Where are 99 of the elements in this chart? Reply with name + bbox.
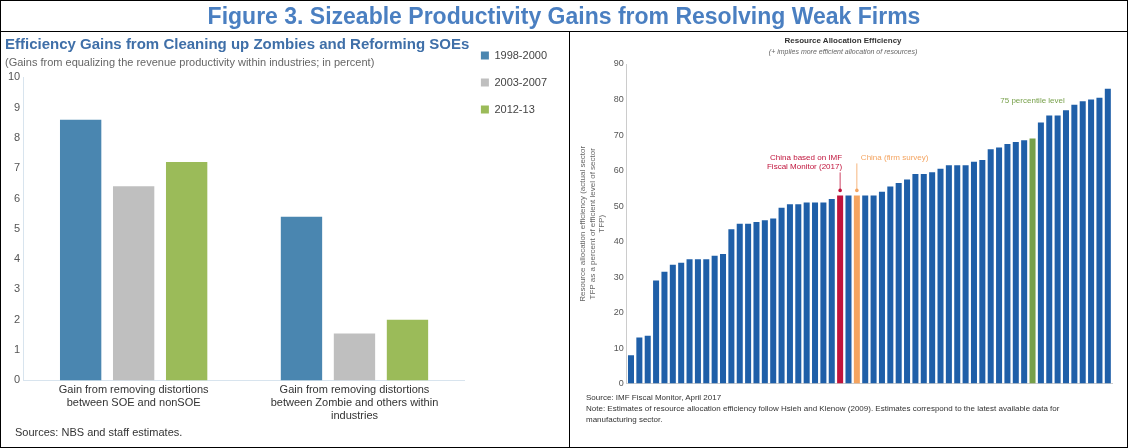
bar (720, 253, 727, 384)
y-axis-title: Resource allocation efficiency (actual sector TFP as a percent of efficient level of sector TFP) (578, 145, 607, 302)
annotation: China (firm survey) (860, 152, 929, 162)
bar (1021, 140, 1028, 384)
y-tick-label: 50 (613, 200, 624, 211)
bar (929, 172, 936, 384)
bar (1062, 110, 1069, 384)
annotation: 75 percentile level (1000, 95, 1065, 105)
bar (945, 165, 952, 384)
source-note: Source: IMF Fiscal Monitor, April 2017 (586, 392, 723, 403)
bar (753, 222, 760, 384)
bar (862, 195, 869, 384)
bar (1029, 138, 1036, 384)
bar (770, 218, 777, 384)
bar (904, 179, 911, 384)
bar (878, 191, 885, 384)
bar (112, 186, 155, 381)
bar (987, 149, 994, 384)
y-tick-label: 70 (613, 129, 624, 140)
bar (845, 195, 852, 384)
y-tick-label: 0 (14, 373, 21, 386)
y-tick-label: 2 (14, 312, 21, 325)
bar (703, 259, 710, 384)
bar (736, 223, 743, 384)
bar (165, 162, 208, 381)
bar (954, 165, 961, 384)
annotation: China based on IMF Fiscal Monitor (2017) (766, 152, 843, 171)
chart-title: Efficiency Gains from Cleaning up Zombies and Reforming SOEs (5, 35, 470, 53)
bar (59, 119, 102, 381)
y-tick-label: 40 (613, 236, 624, 247)
y-tick-label: 7 (14, 161, 21, 174)
y-tick-label: 90 (613, 58, 624, 69)
bar (870, 195, 877, 384)
y-tick-label: 4 (14, 252, 21, 265)
bar (1079, 101, 1086, 384)
y-tick-label: 80 (613, 94, 624, 104)
bar (728, 229, 735, 384)
bar (1004, 143, 1011, 384)
x-tick-label: Gain from removing distortions between Zombie and others within industries (270, 383, 439, 422)
legend-label: 2003-2007 (494, 75, 547, 88)
bar (1046, 115, 1053, 384)
bar (711, 255, 718, 384)
bar (1054, 115, 1061, 384)
bar (887, 186, 894, 384)
x-tick-label: Gain from removing distortions between SOE and nonSOE (58, 383, 210, 409)
y-tick-label: 60 (613, 165, 624, 176)
bar (636, 337, 643, 384)
bar (812, 202, 819, 384)
bar (970, 161, 977, 384)
bar (1012, 142, 1019, 384)
text: Note: Estimates of resource allocation efficiency follow Hsieh and Klenow (2009). Estimates correspond to the latest available data for manufacturing sector. (586, 403, 1061, 425)
bar (895, 182, 902, 384)
bar (979, 159, 986, 384)
bar (644, 335, 651, 384)
bar (962, 165, 969, 384)
chart-title: Resource Allocation Efficiency (784, 36, 903, 45)
y-tick-label: 8 (14, 130, 21, 143)
bar (386, 319, 429, 381)
bar (1096, 97, 1103, 384)
bar (678, 262, 685, 384)
y-tick-label: 6 (14, 191, 21, 204)
bar (820, 202, 827, 384)
bar (694, 259, 701, 384)
bar (1071, 104, 1078, 384)
bar (920, 174, 927, 384)
bar (795, 204, 802, 384)
chart-subtitle: (Gains from equalizing the revenue productivity within industries; in percent) (5, 55, 375, 68)
bar (912, 174, 919, 384)
legend-label: 2012-13 (494, 102, 535, 115)
y-tick-label: 9 (14, 100, 21, 113)
bar (761, 220, 768, 384)
y-tick-label: 1 (14, 343, 21, 356)
bar (803, 202, 810, 384)
bar (1104, 88, 1111, 384)
source-note: Sources: NBS and staff estimates. (14, 426, 184, 438)
bar (686, 259, 693, 384)
bar (1037, 122, 1044, 384)
bar (653, 280, 660, 384)
y-tick-label: 10 (613, 342, 624, 353)
bar (280, 216, 323, 381)
bar (1088, 99, 1095, 384)
legend-label: 1998-2000 (494, 48, 547, 61)
y-tick-label: 20 (613, 307, 624, 318)
bar (786, 204, 793, 384)
bar (996, 147, 1003, 384)
caption: Figure 3. Sizeable Productivity Gains from Resolving Weak Firms (1, 1, 1127, 32)
bar (627, 355, 635, 384)
y-tick-label: 0 (618, 378, 624, 389)
bar (661, 271, 668, 384)
bar (333, 333, 376, 381)
bar (669, 264, 676, 384)
bar (778, 207, 785, 384)
y-tick-label: 30 (613, 271, 624, 282)
y-tick-label: 5 (14, 221, 21, 234)
bar (937, 168, 944, 384)
y-tick-label: 10 (7, 70, 21, 83)
bar (745, 223, 752, 384)
y-tick-label: 3 (14, 282, 21, 295)
bar (828, 198, 835, 384)
